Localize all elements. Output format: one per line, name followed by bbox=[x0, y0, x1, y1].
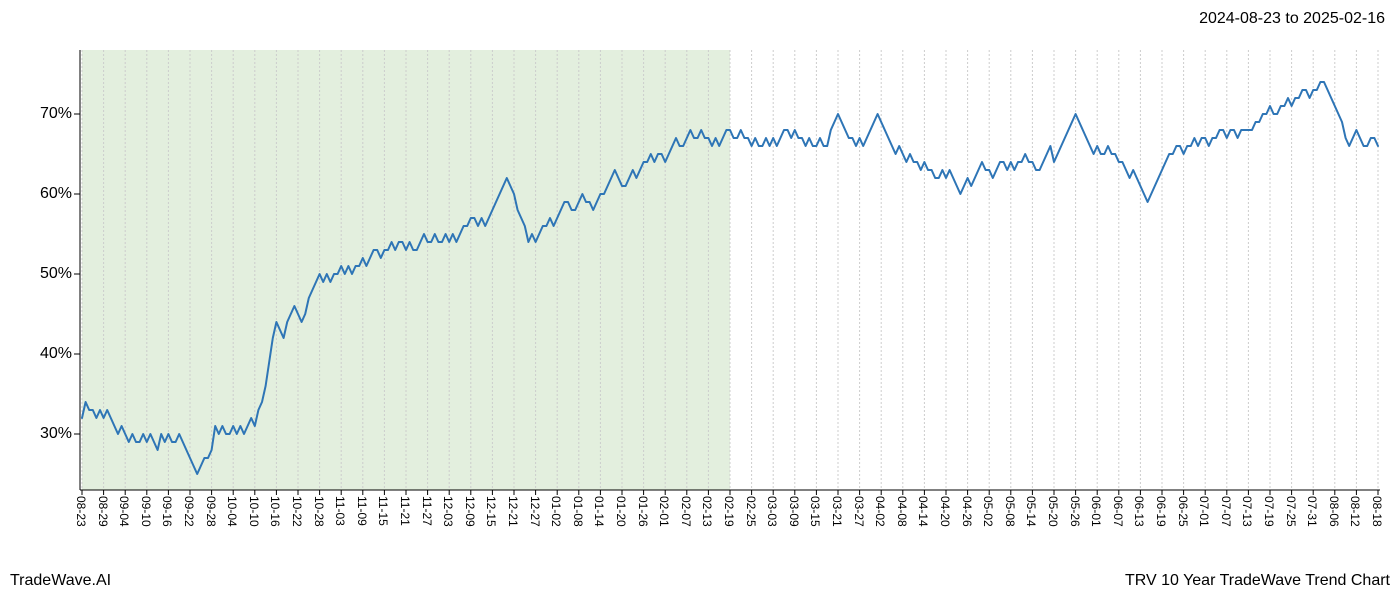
xtick-label: 08-12 bbox=[1348, 496, 1362, 527]
xtick-label: 07-25 bbox=[1284, 496, 1298, 527]
footer-title: TRV 10 Year TradeWave Trend Chart bbox=[1125, 572, 1390, 590]
xtick-label: 03-21 bbox=[830, 496, 844, 527]
xtick-label: 03-03 bbox=[765, 496, 779, 527]
xtick-label: 06-07 bbox=[1111, 496, 1125, 527]
xtick-label: 11-09 bbox=[355, 496, 369, 526]
xtick-label: 11-21 bbox=[398, 496, 412, 526]
xtick-label: 08-29 bbox=[96, 496, 110, 527]
xtick-label: 01-14 bbox=[592, 496, 606, 527]
xtick-label: 12-21 bbox=[506, 496, 520, 527]
xtick-label: 12-27 bbox=[528, 496, 542, 527]
chart-svg bbox=[80, 50, 1380, 490]
xtick-label: 10-10 bbox=[247, 496, 261, 527]
xtick-label: 08-23 bbox=[74, 496, 88, 527]
xtick-label: 12-09 bbox=[463, 496, 477, 527]
xtick-label: 06-01 bbox=[1089, 496, 1103, 527]
xtick-label: 03-15 bbox=[808, 496, 822, 527]
xtick-label: 09-28 bbox=[204, 496, 218, 527]
xtick-label: 11-15 bbox=[376, 496, 390, 526]
ytick-label: 40% bbox=[22, 345, 72, 363]
xtick-label: 02-19 bbox=[722, 496, 736, 527]
xtick-label: 05-20 bbox=[1046, 496, 1060, 527]
xtick-label: 06-19 bbox=[1154, 496, 1168, 527]
xtick-label: 07-19 bbox=[1262, 496, 1276, 527]
xtick-label: 06-13 bbox=[1132, 496, 1146, 527]
chart-container: 2024-08-23 to 2025-02-16 30% 40% 50% 60% 70%… bbox=[0, 0, 1400, 600]
xtick-label: 11-03 bbox=[333, 496, 347, 526]
xtick-label: 09-22 bbox=[182, 496, 196, 527]
xtick-label: 04-08 bbox=[895, 496, 909, 527]
xtick-label: 09-04 bbox=[117, 496, 131, 527]
xtick-label: 10-04 bbox=[225, 496, 239, 527]
xtick-label: 04-02 bbox=[873, 496, 887, 527]
xtick-label: 10-16 bbox=[268, 496, 282, 527]
xtick-label: 04-14 bbox=[916, 496, 930, 527]
xtick-label: 08-18 bbox=[1370, 496, 1384, 527]
xtick-label: 06-25 bbox=[1176, 496, 1190, 527]
xtick-label: 05-14 bbox=[1024, 496, 1038, 527]
xtick-label: 01-08 bbox=[571, 496, 585, 527]
xtick-label: 01-20 bbox=[614, 496, 628, 527]
xtick-label: 12-15 bbox=[484, 496, 498, 527]
xtick-label: 10-28 bbox=[312, 496, 326, 527]
xtick-label: 03-27 bbox=[852, 496, 866, 527]
ytick-label: 60% bbox=[22, 185, 72, 203]
xtick-label: 07-07 bbox=[1219, 496, 1233, 527]
xtick-label: 04-26 bbox=[960, 496, 974, 527]
xtick-label: 07-31 bbox=[1305, 496, 1319, 527]
xtick-label: 02-07 bbox=[679, 496, 693, 527]
xtick-label: 04-20 bbox=[938, 496, 952, 527]
xtick-label: 11-27 bbox=[420, 496, 434, 526]
xtick-label: 02-13 bbox=[700, 496, 714, 527]
xtick-label: 02-25 bbox=[744, 496, 758, 527]
xtick-label: 01-26 bbox=[636, 496, 650, 527]
xtick-label: 02-01 bbox=[657, 496, 671, 527]
ytick-label: 70% bbox=[22, 105, 72, 123]
ytick-label: 30% bbox=[22, 425, 72, 443]
date-range-label: 2024-08-23 to 2025-02-16 bbox=[1199, 10, 1385, 28]
xtick-label: 07-13 bbox=[1240, 496, 1254, 527]
xtick-label: 09-16 bbox=[160, 496, 174, 527]
xtick-label: 05-02 bbox=[981, 496, 995, 527]
xtick-label: 05-08 bbox=[1003, 496, 1017, 527]
xtick-label: 10-22 bbox=[290, 496, 304, 527]
xtick-label: 08-06 bbox=[1327, 496, 1341, 527]
xtick-label: 01-02 bbox=[549, 496, 563, 527]
chart-plot-area bbox=[80, 50, 1380, 490]
ytick-label: 50% bbox=[22, 265, 72, 283]
footer-brand: TradeWave.AI bbox=[10, 572, 111, 590]
xtick-label: 09-10 bbox=[139, 496, 153, 527]
xtick-label: 05-26 bbox=[1068, 496, 1082, 527]
xtick-label: 12-03 bbox=[441, 496, 455, 527]
xtick-label: 07-01 bbox=[1197, 496, 1211, 527]
xtick-label: 03-09 bbox=[787, 496, 801, 527]
